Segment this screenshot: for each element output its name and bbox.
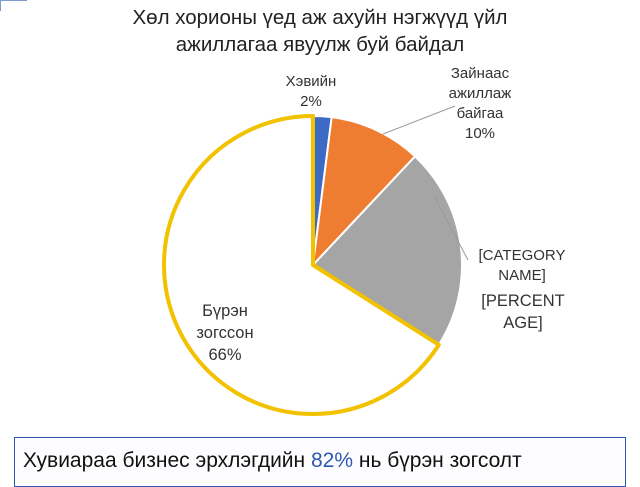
leader-line-category xyxy=(433,195,469,261)
summary-highlight: 82% xyxy=(310,449,354,472)
slice-stopped xyxy=(162,114,441,416)
slice-label-remote: Зайнаас ажиллаж байгаа 10% xyxy=(448,65,512,142)
slice-label-stopped: Бүрэн зогссон 66% xyxy=(196,302,254,364)
summary-text-after: нь бүрэн зогсолт xyxy=(358,449,522,472)
summary-text-before: Хувиараа бизнес эрхлэгдийн xyxy=(23,449,306,472)
summary-box: Хувиараа бизнес эрхлэгдийн 82% нь бүрэн … xyxy=(14,437,626,487)
slice-label-normal: Хэвийн 2% xyxy=(285,73,337,110)
slice-remote xyxy=(312,116,416,266)
chart-title-line-1: Хөл хорионы үед аж ахуйн нэгжүүд үйл xyxy=(132,6,508,29)
chart-title-line-2: ажиллагаа явуулж буй байдал xyxy=(175,33,465,56)
slice-label-category: [CATEGORY NAME] xyxy=(478,247,566,284)
corner-mark xyxy=(0,0,27,11)
leader-line-remote xyxy=(382,105,456,135)
chart-title: Хөл хорионы үед аж ахуйн нэгжүүд үйл ажи… xyxy=(60,4,580,58)
slice-label-percentage: [PERCENT AGE] xyxy=(481,292,565,332)
